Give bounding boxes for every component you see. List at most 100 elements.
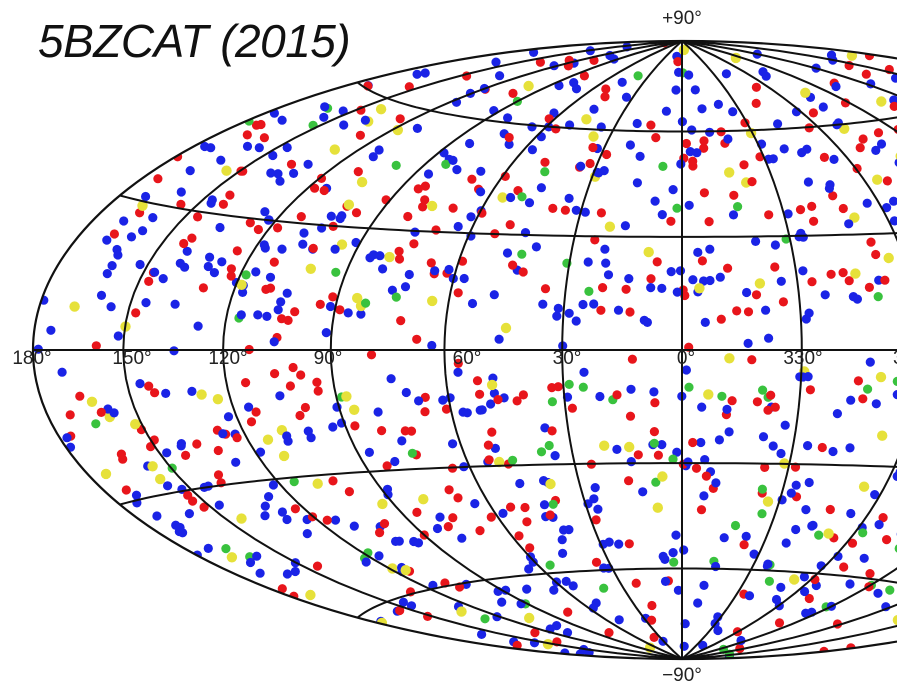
source-point-blue: [361, 116, 370, 125]
source-point-red: [485, 455, 494, 464]
source-point-blue: [720, 533, 729, 542]
source-point-green: [858, 528, 867, 537]
source-point-blue: [679, 545, 688, 554]
source-point-blue: [777, 277, 786, 286]
source-point-green: [717, 392, 726, 401]
source-point-red: [771, 403, 780, 412]
source-point-blue: [204, 544, 213, 553]
source-point-blue: [291, 567, 300, 576]
source-point-blue: [685, 201, 694, 210]
source-point-yellow: [418, 494, 428, 504]
source-point-blue: [102, 236, 111, 245]
source-point-green: [634, 71, 643, 80]
source-point-red: [199, 283, 208, 292]
source-point-blue: [833, 409, 842, 418]
source-point-red: [295, 411, 304, 420]
source-point-blue: [460, 274, 469, 283]
source-point-blue: [578, 300, 587, 309]
source-point-yellow: [130, 419, 140, 429]
source-point-yellow: [306, 264, 316, 274]
source-point-yellow: [703, 389, 713, 399]
source-point-blue: [237, 310, 246, 319]
source-point-blue: [697, 104, 706, 113]
source-point-yellow: [657, 471, 667, 481]
source-point-blue: [797, 148, 806, 157]
source-point-red: [270, 369, 279, 378]
source-point-red: [752, 99, 761, 108]
source-point-blue: [671, 85, 680, 94]
source-point-yellow: [376, 104, 386, 114]
source-point-blue: [612, 445, 621, 454]
source-point-green: [392, 293, 401, 302]
source-point-red: [356, 131, 365, 140]
source-point-blue: [108, 261, 117, 270]
source-point-blue: [178, 528, 187, 537]
source-point-red: [588, 143, 597, 152]
source-point-yellow: [147, 461, 157, 471]
source-point-blue: [410, 228, 419, 237]
source-point-blue: [715, 435, 724, 444]
source-point-blue: [424, 169, 433, 178]
source-point-yellow: [401, 565, 411, 575]
source-point-red: [506, 503, 515, 512]
source-point-blue: [643, 318, 652, 327]
source-point-green: [650, 439, 659, 448]
source-point-green: [684, 383, 693, 392]
source-point-blue: [576, 162, 585, 171]
source-point-yellow: [69, 301, 79, 311]
source-point-yellow: [877, 431, 887, 441]
source-point-red: [219, 200, 228, 209]
source-point-red: [241, 378, 250, 387]
source-point-blue: [780, 144, 789, 153]
source-point-blue: [807, 521, 816, 530]
source-point-blue: [46, 326, 55, 335]
source-point-blue: [243, 142, 252, 151]
source-point-blue: [405, 270, 414, 279]
source-point-red: [747, 355, 756, 364]
source-point-yellow: [221, 166, 231, 176]
source-point-red: [270, 258, 279, 267]
source-point-blue: [538, 300, 547, 309]
source-point-yellow: [763, 496, 773, 506]
source-point-blue: [549, 586, 558, 595]
source-point-blue: [742, 532, 751, 541]
source-point-blue: [605, 538, 614, 547]
source-point-red: [568, 404, 577, 413]
source-point-blue: [283, 289, 292, 298]
source-point-yellow: [694, 283, 704, 293]
source-point-blue: [699, 581, 708, 590]
source-point-blue: [148, 213, 157, 222]
source-point-blue: [661, 577, 670, 586]
source-point-blue: [289, 169, 298, 178]
source-point-blue: [304, 427, 313, 436]
source-point-blue: [433, 524, 442, 533]
source-point-red: [592, 558, 601, 567]
source-point-blue: [565, 309, 574, 318]
source-point-red: [314, 386, 323, 395]
source-point-red: [401, 426, 410, 435]
source-point-blue: [299, 228, 308, 237]
source-point-yellow: [850, 268, 860, 278]
source-point-red: [409, 239, 418, 248]
source-point-blue: [604, 270, 613, 279]
source-point-red: [290, 307, 299, 316]
source-point-yellow: [893, 615, 897, 625]
source-point-red: [883, 176, 892, 185]
source-point-blue: [427, 341, 436, 350]
source-point-red: [183, 491, 192, 500]
source-point-red: [688, 157, 697, 166]
lon-label-330: 330°: [783, 348, 822, 369]
source-point-blue: [693, 248, 702, 257]
source-point-red: [563, 608, 572, 617]
source-point-red: [882, 535, 891, 544]
source-point-blue: [337, 211, 346, 220]
source-point-blue: [110, 408, 119, 417]
source-point-blue: [459, 408, 468, 417]
source-point-red: [666, 217, 675, 226]
source-point-blue: [558, 549, 567, 558]
source-point-yellow: [724, 167, 734, 177]
source-point-red: [252, 407, 261, 416]
source-point-red: [313, 562, 322, 571]
